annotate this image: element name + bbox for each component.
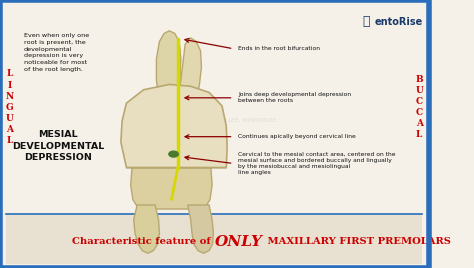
Text: Even when only one
root is present, the
developmental
depression is very
noticea: Even when only one root is present, the … xyxy=(24,34,89,72)
Text: 🎓: 🎓 xyxy=(363,16,370,28)
Polygon shape xyxy=(131,168,212,209)
Polygon shape xyxy=(188,205,213,253)
Text: Ends in the root bifurcation: Ends in the root bifurcation xyxy=(238,46,320,51)
Text: Characteristic feature of: Characteristic feature of xyxy=(72,237,214,246)
Text: MESIAL
DEVELOPMENTAL
DEPRESSION: MESIAL DEVELOPMENTAL DEPRESSION xyxy=(12,130,104,162)
Text: CONCEPTUALIZE. VISUALIZE. MEMORIZE.: CONCEPTUALIZE. VISUALIZE. MEMORIZE. xyxy=(150,118,278,123)
Polygon shape xyxy=(178,38,201,102)
Text: ONLY: ONLY xyxy=(215,235,263,249)
Text: MAXILLARY FIRST PREMOLARS: MAXILLARY FIRST PREMOLARS xyxy=(264,237,450,246)
Bar xyxy=(7,214,422,264)
Text: Continues apically beyond cervical line: Continues apically beyond cervical line xyxy=(238,134,356,139)
Polygon shape xyxy=(156,31,181,102)
Text: B
U
C
C
A
L: B U C C A L xyxy=(415,75,423,139)
Polygon shape xyxy=(121,84,227,168)
Text: entoRise: entoRise xyxy=(375,17,423,27)
Text: Cervical to the mesial contact area, centered on the
mesial surface and bordered: Cervical to the mesial contact area, cen… xyxy=(238,152,395,175)
Text: L
I
N
G
U
A
L: L I N G U A L xyxy=(5,69,14,145)
Circle shape xyxy=(169,151,178,157)
Text: Joins deep developmental depression
between the roots: Joins deep developmental depression betw… xyxy=(238,92,351,103)
Polygon shape xyxy=(134,205,159,253)
